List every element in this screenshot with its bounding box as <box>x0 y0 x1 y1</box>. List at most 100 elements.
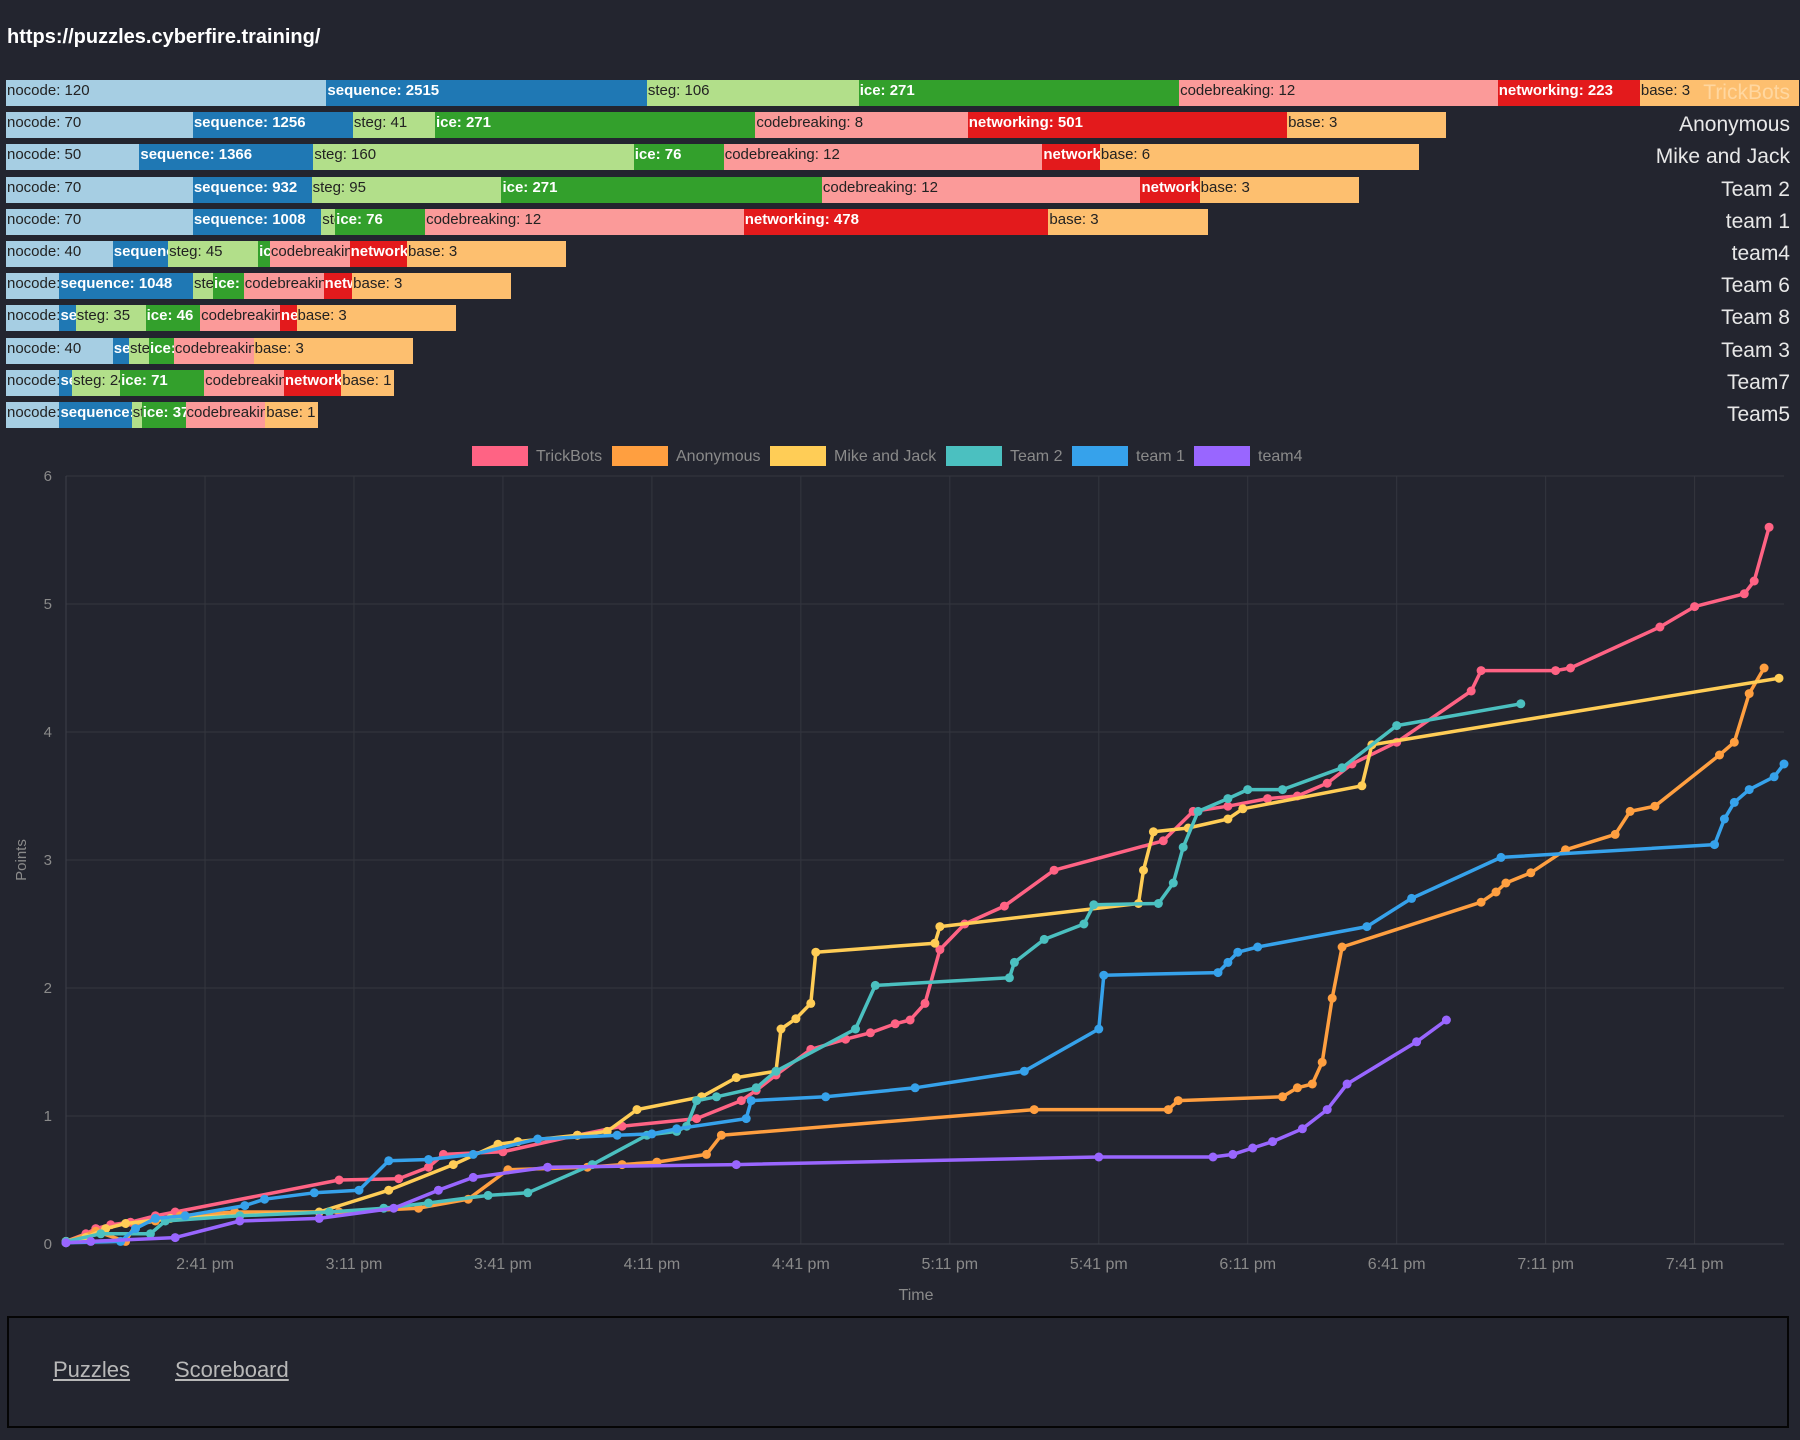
data-point[interactable] <box>1764 522 1774 532</box>
data-point[interactable] <box>180 1211 190 1221</box>
data-point[interactable] <box>930 938 940 948</box>
data-point[interactable] <box>150 1213 160 1223</box>
data-point[interactable] <box>731 1073 741 1083</box>
legend-item[interactable]: Team 2 <box>946 446 1063 466</box>
data-point[interactable] <box>1516 699 1526 709</box>
data-point[interactable] <box>920 998 930 1008</box>
data-point[interactable] <box>1297 1124 1307 1134</box>
data-point[interactable] <box>647 1129 657 1139</box>
data-point[interactable] <box>1158 836 1168 846</box>
data-point[interactable] <box>1476 666 1486 676</box>
data-point[interactable] <box>324 1207 334 1217</box>
data-point[interactable] <box>1749 576 1759 586</box>
data-point[interactable] <box>1466 686 1476 696</box>
data-point[interactable] <box>1441 1015 1451 1025</box>
data-point[interactable] <box>1253 942 1263 952</box>
data-point[interactable] <box>309 1188 319 1198</box>
data-point[interactable] <box>1079 919 1089 929</box>
data-point[interactable] <box>1719 814 1729 824</box>
data-point[interactable] <box>1213 968 1223 978</box>
data-point[interactable] <box>1029 1105 1039 1115</box>
data-point[interactable] <box>776 1024 786 1034</box>
puzzles-link[interactable]: Puzzles <box>53 1357 131 1382</box>
data-point[interactable] <box>1163 1105 1173 1115</box>
data-point[interactable] <box>1744 689 1754 699</box>
data-point[interactable] <box>612 1130 622 1140</box>
data-point[interactable] <box>1178 842 1188 852</box>
data-point[interactable] <box>1566 663 1575 673</box>
data-point[interactable] <box>1278 1092 1287 1102</box>
data-point[interactable] <box>1774 673 1784 683</box>
data-point[interactable] <box>1004 973 1014 983</box>
data-point[interactable] <box>890 1019 900 1029</box>
data-point[interactable] <box>384 1156 394 1166</box>
data-point[interactable] <box>806 998 816 1008</box>
data-point[interactable] <box>1744 785 1754 795</box>
data-point[interactable] <box>1223 801 1233 811</box>
data-point[interactable] <box>1139 865 1148 875</box>
data-point[interactable] <box>1476 897 1486 907</box>
data-point[interactable] <box>121 1219 131 1228</box>
data-point[interactable] <box>424 1198 433 1208</box>
data-point[interactable] <box>1655 622 1665 632</box>
data-point[interactable] <box>1094 1024 1104 1034</box>
data-point[interactable] <box>1710 840 1719 850</box>
scoreboard-link[interactable]: Scoreboard <box>175 1357 289 1382</box>
data-point[interactable] <box>543 1162 553 1172</box>
data-point[interactable] <box>602 1126 612 1136</box>
data-point[interactable] <box>1307 1079 1317 1089</box>
data-point[interactable] <box>1233 947 1243 957</box>
data-point[interactable] <box>1094 1152 1104 1162</box>
data-point[interactable] <box>771 1066 781 1076</box>
data-point[interactable] <box>424 1162 433 1172</box>
data-point[interactable] <box>731 1160 741 1170</box>
data-point[interactable] <box>1148 827 1158 837</box>
data-point[interactable] <box>672 1124 682 1134</box>
data-point[interactable] <box>314 1213 324 1223</box>
data-point[interactable] <box>86 1236 96 1246</box>
data-point[interactable] <box>96 1229 106 1239</box>
data-point[interactable] <box>751 1083 761 1093</box>
data-point[interactable] <box>935 945 945 955</box>
data-point[interactable] <box>702 1149 711 1159</box>
data-point[interactable] <box>741 1114 751 1124</box>
data-point[interactable] <box>716 1130 726 1140</box>
data-point[interactable] <box>384 1185 394 1195</box>
data-point[interactable] <box>905 1015 915 1025</box>
data-point[interactable] <box>1407 893 1417 903</box>
data-point[interactable] <box>1208 1152 1218 1162</box>
data-point[interactable] <box>448 1160 458 1170</box>
data-point[interactable] <box>1193 806 1203 816</box>
data-point[interactable] <box>483 1190 493 1200</box>
data-point[interactable] <box>1327 993 1337 1003</box>
data-point[interactable] <box>692 1114 702 1124</box>
legend-item[interactable]: team 1 <box>1072 446 1185 466</box>
data-point[interactable] <box>1039 934 1049 944</box>
data-point[interactable] <box>1526 868 1536 878</box>
data-point[interactable] <box>1099 970 1109 980</box>
data-point[interactable] <box>131 1224 140 1234</box>
data-point[interactable] <box>811 947 821 957</box>
data-point[interactable] <box>851 1024 860 1034</box>
legend-item[interactable]: Anonymous <box>612 446 761 466</box>
data-point[interactable] <box>999 901 1009 911</box>
data-point[interactable] <box>1610 829 1620 839</box>
legend-item[interactable]: Mike and Jack <box>770 446 937 466</box>
data-point[interactable] <box>1650 801 1660 811</box>
data-point[interactable] <box>1223 794 1233 804</box>
data-point[interactable] <box>1317 1057 1327 1067</box>
data-point[interactable] <box>1491 887 1501 897</box>
data-point[interactable] <box>260 1194 270 1204</box>
data-point[interactable] <box>1292 1083 1302 1093</box>
data-point[interactable] <box>791 1014 801 1024</box>
data-point[interactable] <box>468 1172 478 1182</box>
data-point[interactable] <box>1009 957 1019 967</box>
data-point[interactable] <box>1173 1096 1183 1106</box>
data-point[interactable] <box>468 1149 478 1159</box>
data-point[interactable] <box>424 1155 433 1164</box>
data-point[interactable] <box>632 1105 642 1115</box>
data-point[interactable] <box>1739 589 1749 599</box>
data-point[interactable] <box>235 1216 245 1226</box>
data-point[interactable] <box>145 1229 155 1239</box>
data-point[interactable] <box>1779 759 1789 769</box>
